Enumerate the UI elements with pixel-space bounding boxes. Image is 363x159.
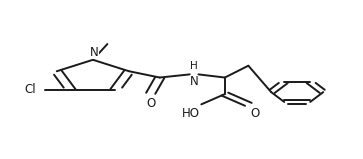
Text: H: H [190,61,198,71]
Text: O: O [250,107,260,121]
Text: N: N [90,46,99,59]
Text: Cl: Cl [25,83,36,96]
Text: HO: HO [182,107,200,121]
Text: O: O [146,97,155,110]
Text: N: N [190,75,199,88]
